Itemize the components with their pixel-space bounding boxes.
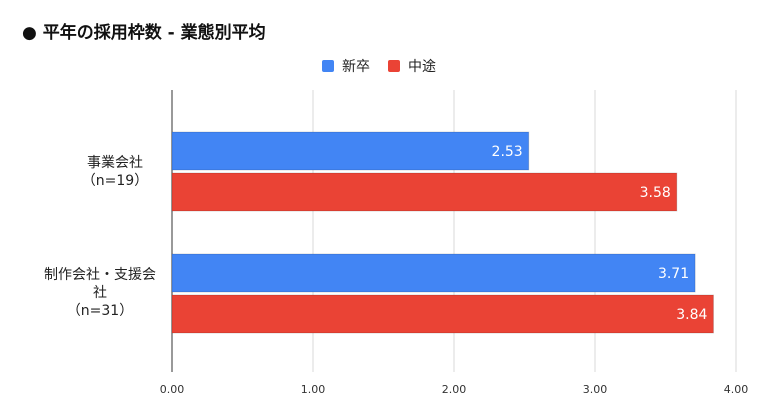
category-label-agency: 制作会社・支援会 社 （n=31）: [28, 266, 172, 320]
x-tick-label: 2.00: [442, 383, 467, 396]
x-tick-label: 0.00: [160, 383, 185, 396]
legend-label-new-grad: 新卒: [342, 59, 370, 75]
data-label: 3.84: [676, 307, 707, 323]
x-tick-label: 4.00: [724, 383, 749, 396]
legend-swatch-new-grad: [322, 60, 334, 72]
data-label: 3.71: [658, 266, 689, 282]
bar: [171, 253, 696, 293]
category-label-business: 事業会社 （n=19）: [60, 154, 170, 190]
category-label-line: 事業会社: [87, 155, 143, 171]
category-label-line: （n=31）: [66, 303, 134, 319]
bar: [171, 131, 530, 171]
bar: [171, 294, 714, 334]
category-label-line: 制作会社・支援会: [44, 267, 156, 283]
legend-label-mid-career: 中途: [408, 59, 436, 75]
data-label: 2.53: [492, 144, 523, 160]
bar: [171, 172, 678, 212]
legend-swatch-mid-career: [388, 60, 400, 72]
x-tick-label: 3.00: [583, 383, 608, 396]
x-tick-label: 1.00: [301, 383, 326, 396]
category-label-line: 社: [93, 285, 107, 301]
data-label: 3.58: [640, 185, 671, 201]
category-label-line: （n=19）: [81, 173, 149, 189]
legend-item-mid-career: 中途: [388, 56, 436, 76]
chart-title: ● 平年の採用枠数 - 業態別平均: [22, 23, 266, 43]
legend-item-new-grad: 新卒: [322, 56, 370, 76]
legend: 新卒 中途: [0, 56, 758, 76]
